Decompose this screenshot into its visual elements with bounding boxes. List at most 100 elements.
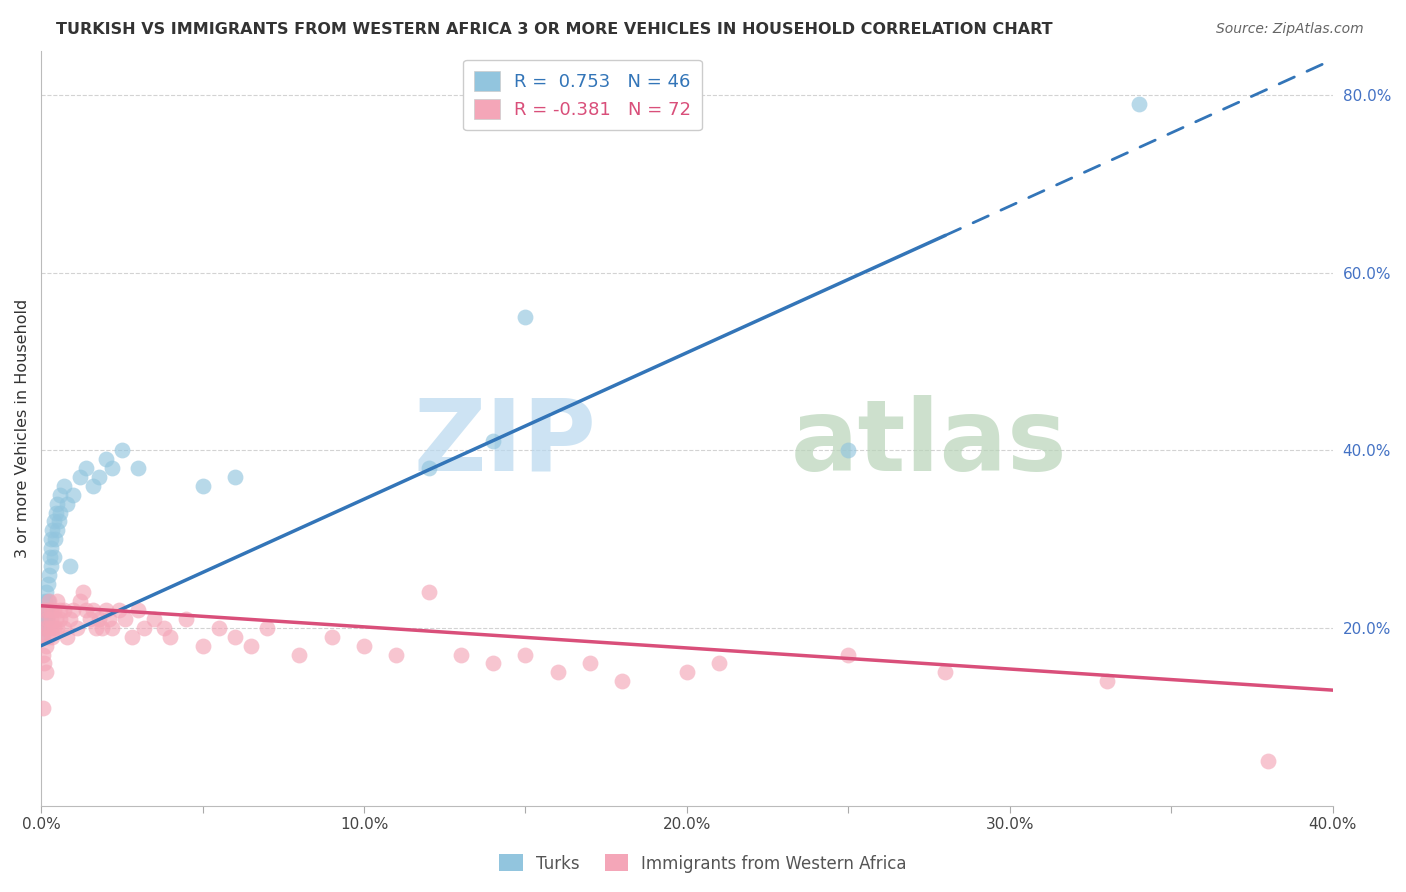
Point — [321, 630, 343, 644]
Point — [39, 558, 62, 573]
Point — [35, 603, 58, 617]
Point — [482, 657, 505, 671]
Point — [42, 549, 65, 564]
Point — [418, 585, 440, 599]
Point — [39, 621, 62, 635]
Point — [39, 612, 62, 626]
Point — [62, 603, 84, 617]
Point — [56, 497, 79, 511]
Point — [35, 612, 58, 626]
Point — [46, 497, 69, 511]
Point — [48, 515, 70, 529]
Point — [114, 612, 136, 626]
Point — [208, 621, 231, 635]
Point — [34, 639, 56, 653]
Point — [45, 506, 67, 520]
Point — [134, 621, 156, 635]
Point — [49, 506, 72, 520]
Point — [482, 434, 505, 449]
Point — [52, 603, 75, 617]
Point — [97, 612, 120, 626]
Point — [84, 621, 107, 635]
Point — [39, 549, 62, 564]
Point — [224, 470, 246, 484]
Point — [46, 523, 69, 537]
Point — [1257, 754, 1279, 768]
Point — [34, 621, 56, 635]
Point — [49, 603, 72, 617]
Point — [191, 639, 214, 653]
Point — [153, 621, 176, 635]
Point — [34, 594, 56, 608]
Point — [127, 603, 149, 617]
Point — [91, 621, 114, 635]
Text: TURKISH VS IMMIGRANTS FROM WESTERN AFRICA 3 OR MORE VEHICLES IN HOUSEHOLD CORREL: TURKISH VS IMMIGRANTS FROM WESTERN AFRIC… — [56, 22, 1053, 37]
Point — [353, 639, 375, 653]
Point — [37, 621, 59, 635]
Point — [418, 461, 440, 475]
Point — [56, 630, 79, 644]
Point — [79, 612, 101, 626]
Point — [35, 585, 58, 599]
Point — [94, 603, 117, 617]
Point — [121, 630, 143, 644]
Point — [89, 470, 111, 484]
Point — [31, 621, 53, 635]
Text: ZIP: ZIP — [413, 395, 596, 491]
Point — [35, 612, 58, 626]
Point — [39, 541, 62, 555]
Legend: Turks, Immigrants from Western Africa: Turks, Immigrants from Western Africa — [492, 847, 914, 880]
Point — [450, 648, 472, 662]
Point — [72, 585, 94, 599]
Point — [676, 665, 699, 680]
Point — [34, 657, 56, 671]
Point — [41, 523, 63, 537]
Point — [612, 674, 634, 689]
Point — [385, 648, 408, 662]
Point — [515, 310, 537, 325]
Point — [547, 665, 569, 680]
Legend: R =  0.753   N = 46, R = -0.381   N = 72: R = 0.753 N = 46, R = -0.381 N = 72 — [464, 60, 702, 130]
Point — [46, 594, 69, 608]
Point — [41, 630, 63, 644]
Point — [35, 665, 58, 680]
Point — [107, 603, 129, 617]
Point — [49, 612, 72, 626]
Text: atlas: atlas — [790, 395, 1067, 491]
Point — [34, 621, 56, 635]
Point — [59, 558, 82, 573]
Point — [42, 621, 65, 635]
Point — [66, 621, 89, 635]
Point — [82, 479, 104, 493]
Point — [837, 443, 859, 458]
Point — [32, 630, 55, 644]
Point — [256, 621, 278, 635]
Text: Source: ZipAtlas.com: Source: ZipAtlas.com — [1216, 22, 1364, 37]
Point — [41, 532, 63, 546]
Point — [75, 603, 97, 617]
Point — [837, 648, 859, 662]
Point — [515, 648, 537, 662]
Point — [44, 532, 66, 546]
Point — [159, 630, 181, 644]
Point — [240, 639, 263, 653]
Point — [709, 657, 731, 671]
Point — [127, 461, 149, 475]
Point — [37, 603, 59, 617]
Point — [45, 612, 67, 626]
Point — [62, 488, 84, 502]
Point — [59, 612, 82, 626]
Point — [101, 461, 124, 475]
Point — [69, 470, 91, 484]
Point — [1095, 674, 1118, 689]
Point — [176, 612, 198, 626]
Point — [37, 594, 59, 608]
Point — [42, 603, 65, 617]
Point — [42, 515, 65, 529]
Point — [31, 701, 53, 715]
Point — [111, 443, 134, 458]
Point — [579, 657, 602, 671]
Point — [82, 603, 104, 617]
Point — [1128, 97, 1150, 112]
Point — [191, 479, 214, 493]
